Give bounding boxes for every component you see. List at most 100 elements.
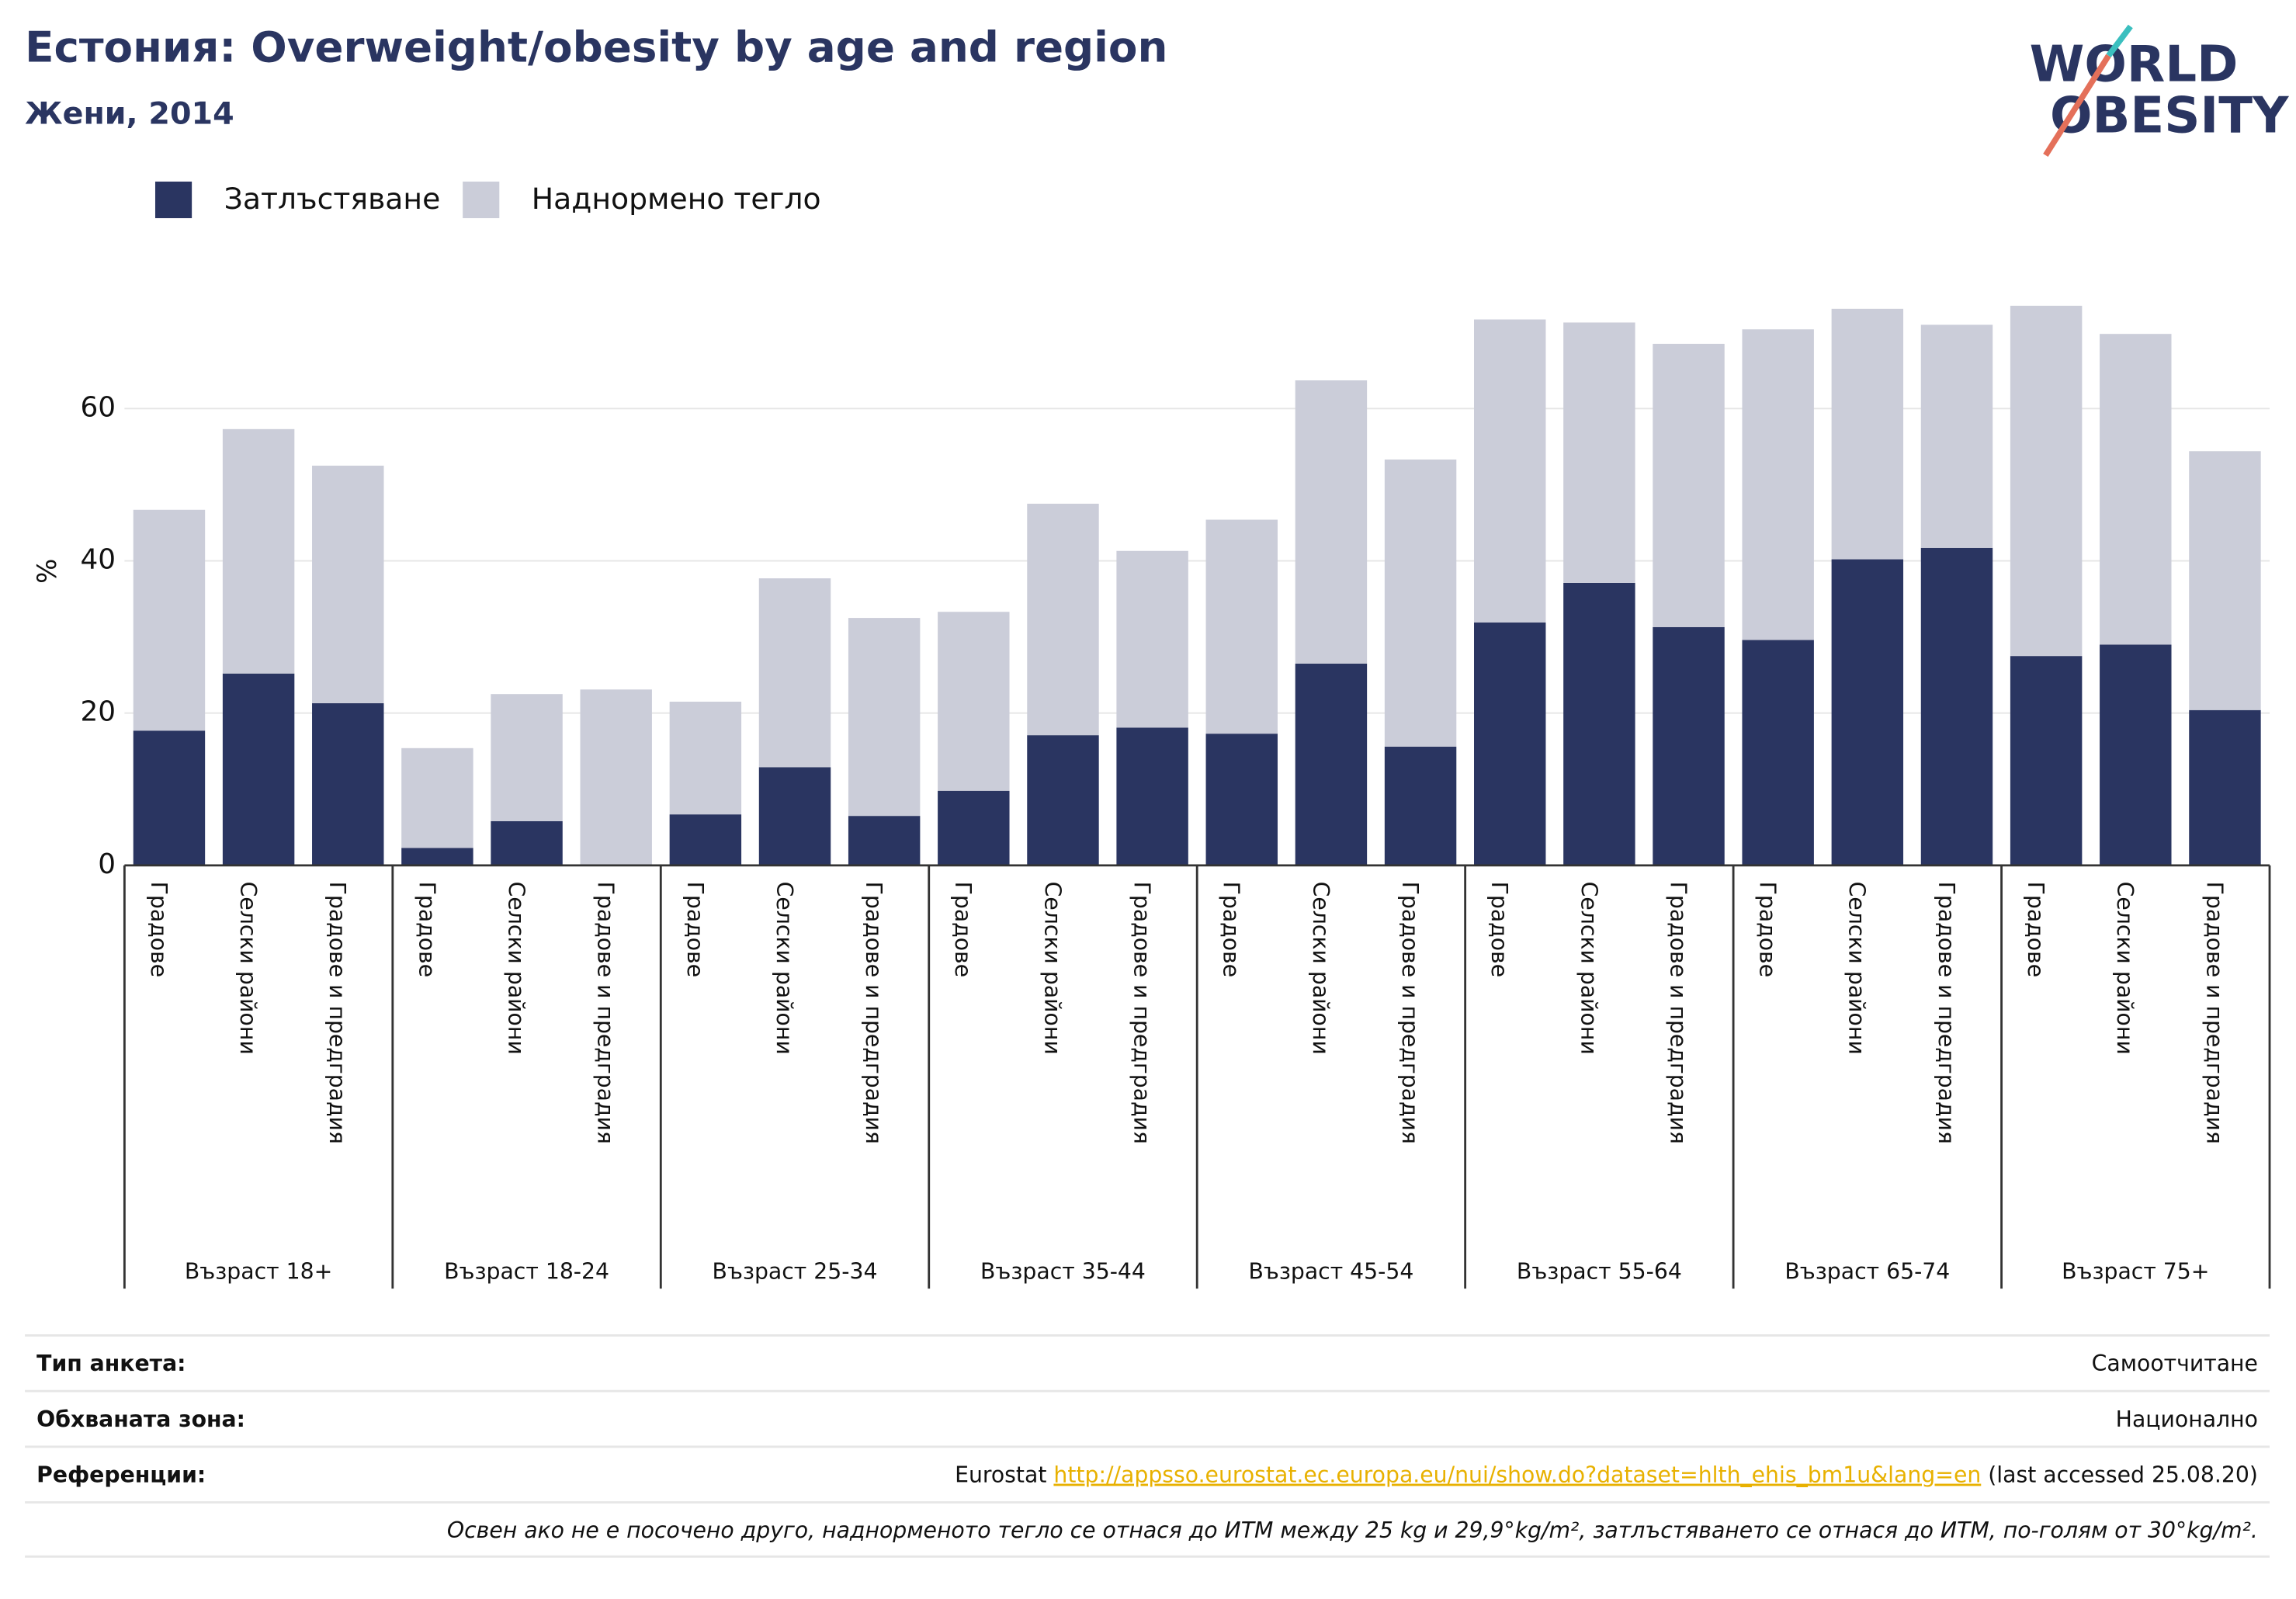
- bar: [1563, 322, 1635, 583]
- bar: [938, 790, 1010, 865]
- bar: [1742, 640, 1814, 865]
- bar: [312, 702, 384, 865]
- bar: [1205, 734, 1278, 865]
- logo: WORLD OBESITY: [2030, 24, 2290, 157]
- bar: [222, 428, 295, 674]
- bar: [669, 701, 742, 815]
- bar: [1295, 380, 1368, 664]
- bar: [2189, 709, 2261, 865]
- footer-label: Обхваната зона:: [36, 1406, 245, 1432]
- chart-subtitle: Жени, 2014: [25, 96, 234, 132]
- group-label: Възраст 18-24: [444, 1258, 609, 1284]
- y-tick-label: 40: [80, 544, 116, 576]
- bar: [758, 767, 831, 865]
- bar: [580, 689, 652, 865]
- bar: [1920, 324, 1993, 548]
- footer-label: Тип анкета:: [36, 1351, 186, 1376]
- x-tick-label: Градове и предградия: [861, 882, 886, 1144]
- x-tick-label: Селски райони: [235, 882, 261, 1055]
- bar: [1205, 519, 1278, 734]
- y-axis-label: %: [32, 559, 63, 584]
- bar: [1474, 319, 1546, 623]
- x-tick-label: Градове и предградия: [1665, 882, 1691, 1144]
- x-tick-label: Селски райони: [1576, 882, 1601, 1055]
- logo-slash: [2106, 24, 2133, 57]
- link[interactable]: http://appsso.eurostat.ec.europa.eu/nui/…: [1053, 1462, 1981, 1488]
- bar: [312, 465, 384, 703]
- bar: [938, 612, 1010, 791]
- bar: [1742, 329, 1814, 640]
- x-tick-label: Градове и предградия: [1397, 882, 1423, 1144]
- bar: [1116, 727, 1188, 865]
- x-tick-label: Градове: [950, 882, 976, 977]
- bar: [222, 673, 295, 865]
- bar: [669, 814, 742, 865]
- y-tick-label: 60: [80, 391, 116, 423]
- x-tick-label: Селски райони: [503, 882, 529, 1055]
- x-tick-label: Градове: [1486, 882, 1512, 977]
- y-tick-label: 0: [98, 848, 116, 880]
- bar: [2189, 451, 2261, 710]
- bar: [1831, 308, 1904, 560]
- group-label: Възраст 45-54: [1248, 1258, 1413, 1284]
- logo-text: WORLD: [2030, 35, 2239, 93]
- x-tick-label: Селски райони: [2112, 882, 2138, 1055]
- x-tick-label: Градове: [1219, 882, 1244, 977]
- chart-title: Естония: Overweight/obesity by age and r…: [25, 22, 1167, 71]
- x-tick-label: Градове и предградия: [2201, 882, 2227, 1144]
- x-tick-label: Градове и предградия: [593, 882, 619, 1144]
- group-label: Възраст 75+: [2062, 1258, 2209, 1284]
- bar: [1027, 503, 1099, 736]
- x-tick-label: Селски райони: [772, 882, 797, 1055]
- x-tick-label: Градове и предградия: [1934, 882, 1959, 1144]
- x-tick-label: Градове: [682, 882, 708, 977]
- x-tick-label: Градове и предградия: [324, 882, 350, 1144]
- bar: [1474, 622, 1546, 865]
- group-label: Възраст 25-34: [713, 1258, 878, 1284]
- bar: [491, 820, 563, 865]
- bar: [1027, 735, 1099, 865]
- bar: [1384, 460, 1457, 747]
- bar: [1831, 559, 1904, 865]
- bar: [848, 618, 921, 817]
- bar: [758, 578, 831, 768]
- bar: [1384, 746, 1457, 865]
- bar: [1295, 663, 1368, 865]
- legend-swatch: [154, 181, 192, 219]
- bar: [1653, 626, 1725, 865]
- text: (last accessed 25.08.20): [1981, 1462, 2258, 1488]
- bar: [2100, 644, 2172, 865]
- group-label: Възраст 18+: [185, 1258, 332, 1284]
- group-label: Възраст 65-74: [1784, 1258, 1950, 1284]
- bar: [491, 694, 563, 821]
- x-tick-label: Градове: [146, 882, 172, 977]
- x-tick-label: Градове: [414, 882, 439, 977]
- x-tick-label: Градове: [2023, 882, 2048, 977]
- x-tick-label: Селски райони: [1308, 882, 1334, 1055]
- x-tick-label: Селски райони: [1844, 882, 1870, 1055]
- logo-text: OBESITY: [2050, 86, 2290, 144]
- bar: [1116, 550, 1188, 728]
- bar: [133, 730, 206, 865]
- footnote: Освен ако не е посочено друго, наднормен…: [447, 1517, 2258, 1543]
- footer: Eurostat http://appsso.eurostat.ec.europ…: [25, 1334, 2270, 1558]
- logo-slash: [2043, 54, 2111, 157]
- legend-swatch: [463, 181, 500, 219]
- bar: [1920, 547, 1993, 865]
- bar: [1653, 343, 1725, 627]
- bar: [401, 848, 473, 865]
- bar: [401, 747, 473, 848]
- bar: [2010, 305, 2083, 657]
- bar: [133, 509, 206, 731]
- footer-value: Eurostat http://appsso.eurostat.ec.europ…: [955, 1462, 2258, 1488]
- bar: [848, 816, 921, 865]
- legend-label: Наднормено тегло: [532, 182, 821, 216]
- footer-value: Национално: [2116, 1406, 2258, 1432]
- group-label: Възраст 55-64: [1517, 1258, 1682, 1284]
- footer-label: Референции:: [36, 1462, 206, 1488]
- x-tick-label: Градове: [1755, 882, 1781, 977]
- group-label: Възраст 35-44: [980, 1258, 1146, 1284]
- y-tick-label: 20: [80, 696, 116, 728]
- x-tick-label: Селски райони: [1039, 882, 1065, 1055]
